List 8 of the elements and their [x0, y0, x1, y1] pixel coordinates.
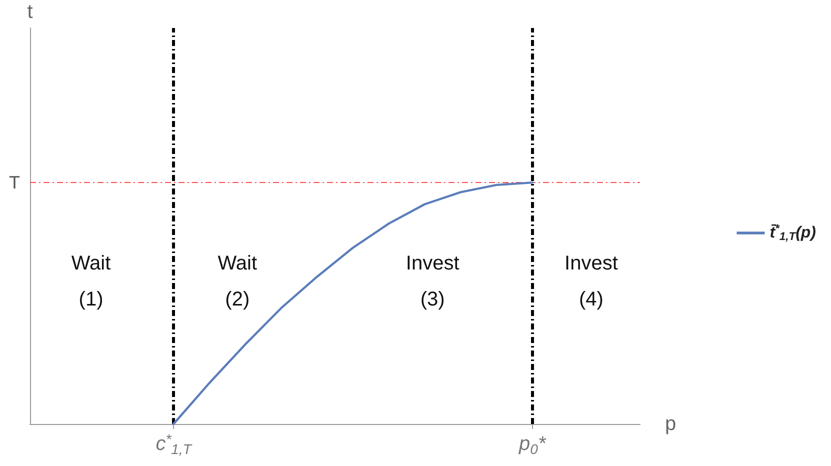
- x-tick-label: c*1,T: [156, 431, 193, 457]
- x-axis-title: p: [665, 413, 676, 435]
- ref-line-label: T: [9, 172, 20, 193]
- text: t: [27, 1, 34, 24]
- annotation: Wait (2): [218, 252, 258, 310]
- annotation: Wait (1): [71, 252, 112, 310]
- annotation: Invest (4): [564, 252, 618, 310]
- annotation: Invest (3): [406, 252, 460, 310]
